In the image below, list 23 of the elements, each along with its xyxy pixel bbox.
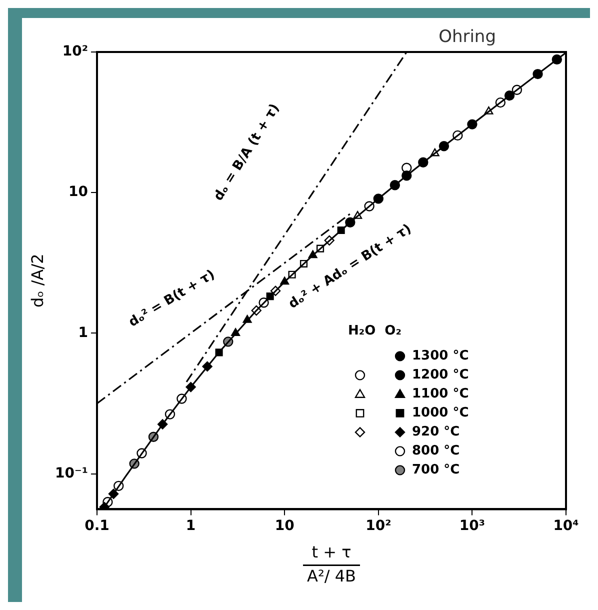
x-tick-label: 10 bbox=[274, 518, 295, 534]
x-tick-label: 10³ bbox=[459, 518, 486, 534]
x-tick-label: 0.1 bbox=[84, 518, 110, 534]
legend-label: 1000 °C bbox=[412, 406, 469, 421]
annotation: dₒ² + Adₒ = B(t + τ) bbox=[286, 222, 414, 312]
legend-label: 920 °C bbox=[412, 424, 460, 440]
y-tick-label: 10⁻¹ bbox=[54, 465, 88, 482]
y-axis-title: dₒ /A/2 bbox=[28, 254, 48, 308]
legend-label: 800 °C bbox=[412, 444, 460, 459]
text: Ohring bbox=[438, 26, 496, 47]
x-tick-label: 10² bbox=[366, 518, 392, 534]
legend-label: 1300 °C bbox=[412, 348, 469, 364]
annotation: dₒ² = B(t + τ) bbox=[126, 267, 218, 330]
y-tick-label: 10 bbox=[68, 184, 88, 200]
legend-label: 1200 °C bbox=[412, 368, 469, 383]
x-tick-label: 10⁴ bbox=[553, 518, 579, 534]
legend-label: 700 °C bbox=[412, 462, 460, 478]
legend-title: H₂O O₂ bbox=[348, 324, 402, 339]
y-tick-label: 1 bbox=[78, 324, 88, 341]
x-tick-label: 1 bbox=[186, 518, 196, 534]
x-axis-title: t + τ A²/ 4B bbox=[307, 542, 356, 586]
legend-label: 1100 °C bbox=[412, 386, 469, 402]
y-tick-label: 10² bbox=[62, 44, 88, 60]
